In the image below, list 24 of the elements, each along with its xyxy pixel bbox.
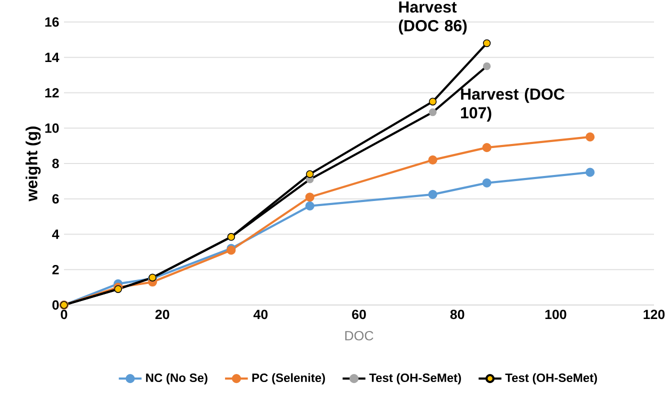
legend-label: Test (OH-SeMet) [369,373,461,384]
y-tick-label: 6 [52,194,59,204]
y-tick-label: 10 [45,123,59,133]
annotation: Harvest (DOC 86) [398,2,467,35]
y-tick-label: 16 [45,17,59,27]
y-tick-label: 8 [52,158,59,168]
y-tick-label: 4 [52,230,60,239]
legend-label: PC (Selenite) [252,373,325,384]
y-tick-label: 12 [45,88,59,98]
x-axis-title: DOC [345,330,374,340]
x-tick-label: 20 [155,310,170,320]
x-tick-label: 80 [450,310,464,320]
x-tick-label: 100 [545,310,566,320]
y-tick-label: 0 [52,300,59,310]
y-tick-label: 14 [45,52,60,62]
legend-label: NC (No Se) [146,373,208,384]
annotation: Harvest (DOC 107) [461,88,565,122]
x-tick-label: 120 [644,310,665,320]
x-tick-label: 60 [352,310,366,320]
x-tick-label: 0 [60,310,68,320]
y-tick-label: 2 [52,264,59,274]
y-axis-title: weight (g) [26,126,41,202]
x-tick-label: 40 [253,310,268,320]
legend-label: Test (OH-SeMet) [505,373,597,384]
